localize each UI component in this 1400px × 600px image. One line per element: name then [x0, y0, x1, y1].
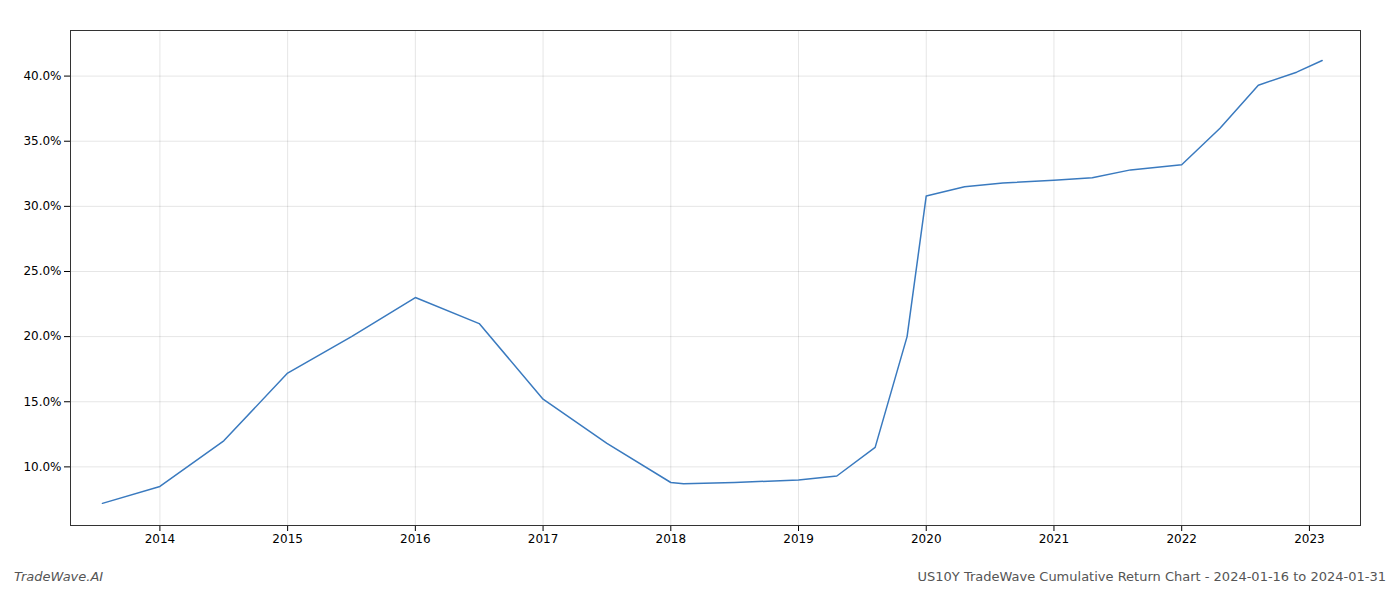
svg-text:40.0%: 40.0% [23, 69, 61, 83]
svg-text:2022: 2022 [1166, 532, 1197, 546]
svg-text:2020: 2020 [911, 532, 942, 546]
svg-text:10.0%: 10.0% [23, 460, 61, 474]
svg-text:20.0%: 20.0% [23, 329, 61, 343]
svg-text:2018: 2018 [656, 532, 687, 546]
svg-text:15.0%: 15.0% [23, 395, 61, 409]
html-text:US10Y TradeWave Cumulative Ret: US10Y TradeWave Cumulative Return Chart … [917, 569, 1386, 584]
svg-text:2023: 2023 [1294, 532, 1325, 546]
svg-text:2014: 2014 [145, 532, 176, 546]
svg-text:2016: 2016 [400, 532, 431, 546]
svg-text:2021: 2021 [1039, 532, 1070, 546]
svg-text:2017: 2017 [528, 532, 559, 546]
svg-text:35.0%: 35.0% [23, 134, 61, 148]
svg-text:2015: 2015 [272, 532, 303, 546]
html-text:TradeWave.AI: TradeWave.AI [14, 569, 104, 584]
svg-text:25.0%: 25.0% [23, 264, 61, 278]
svg-text:30.0%: 30.0% [23, 199, 61, 213]
svg-text:2019: 2019 [783, 532, 814, 546]
